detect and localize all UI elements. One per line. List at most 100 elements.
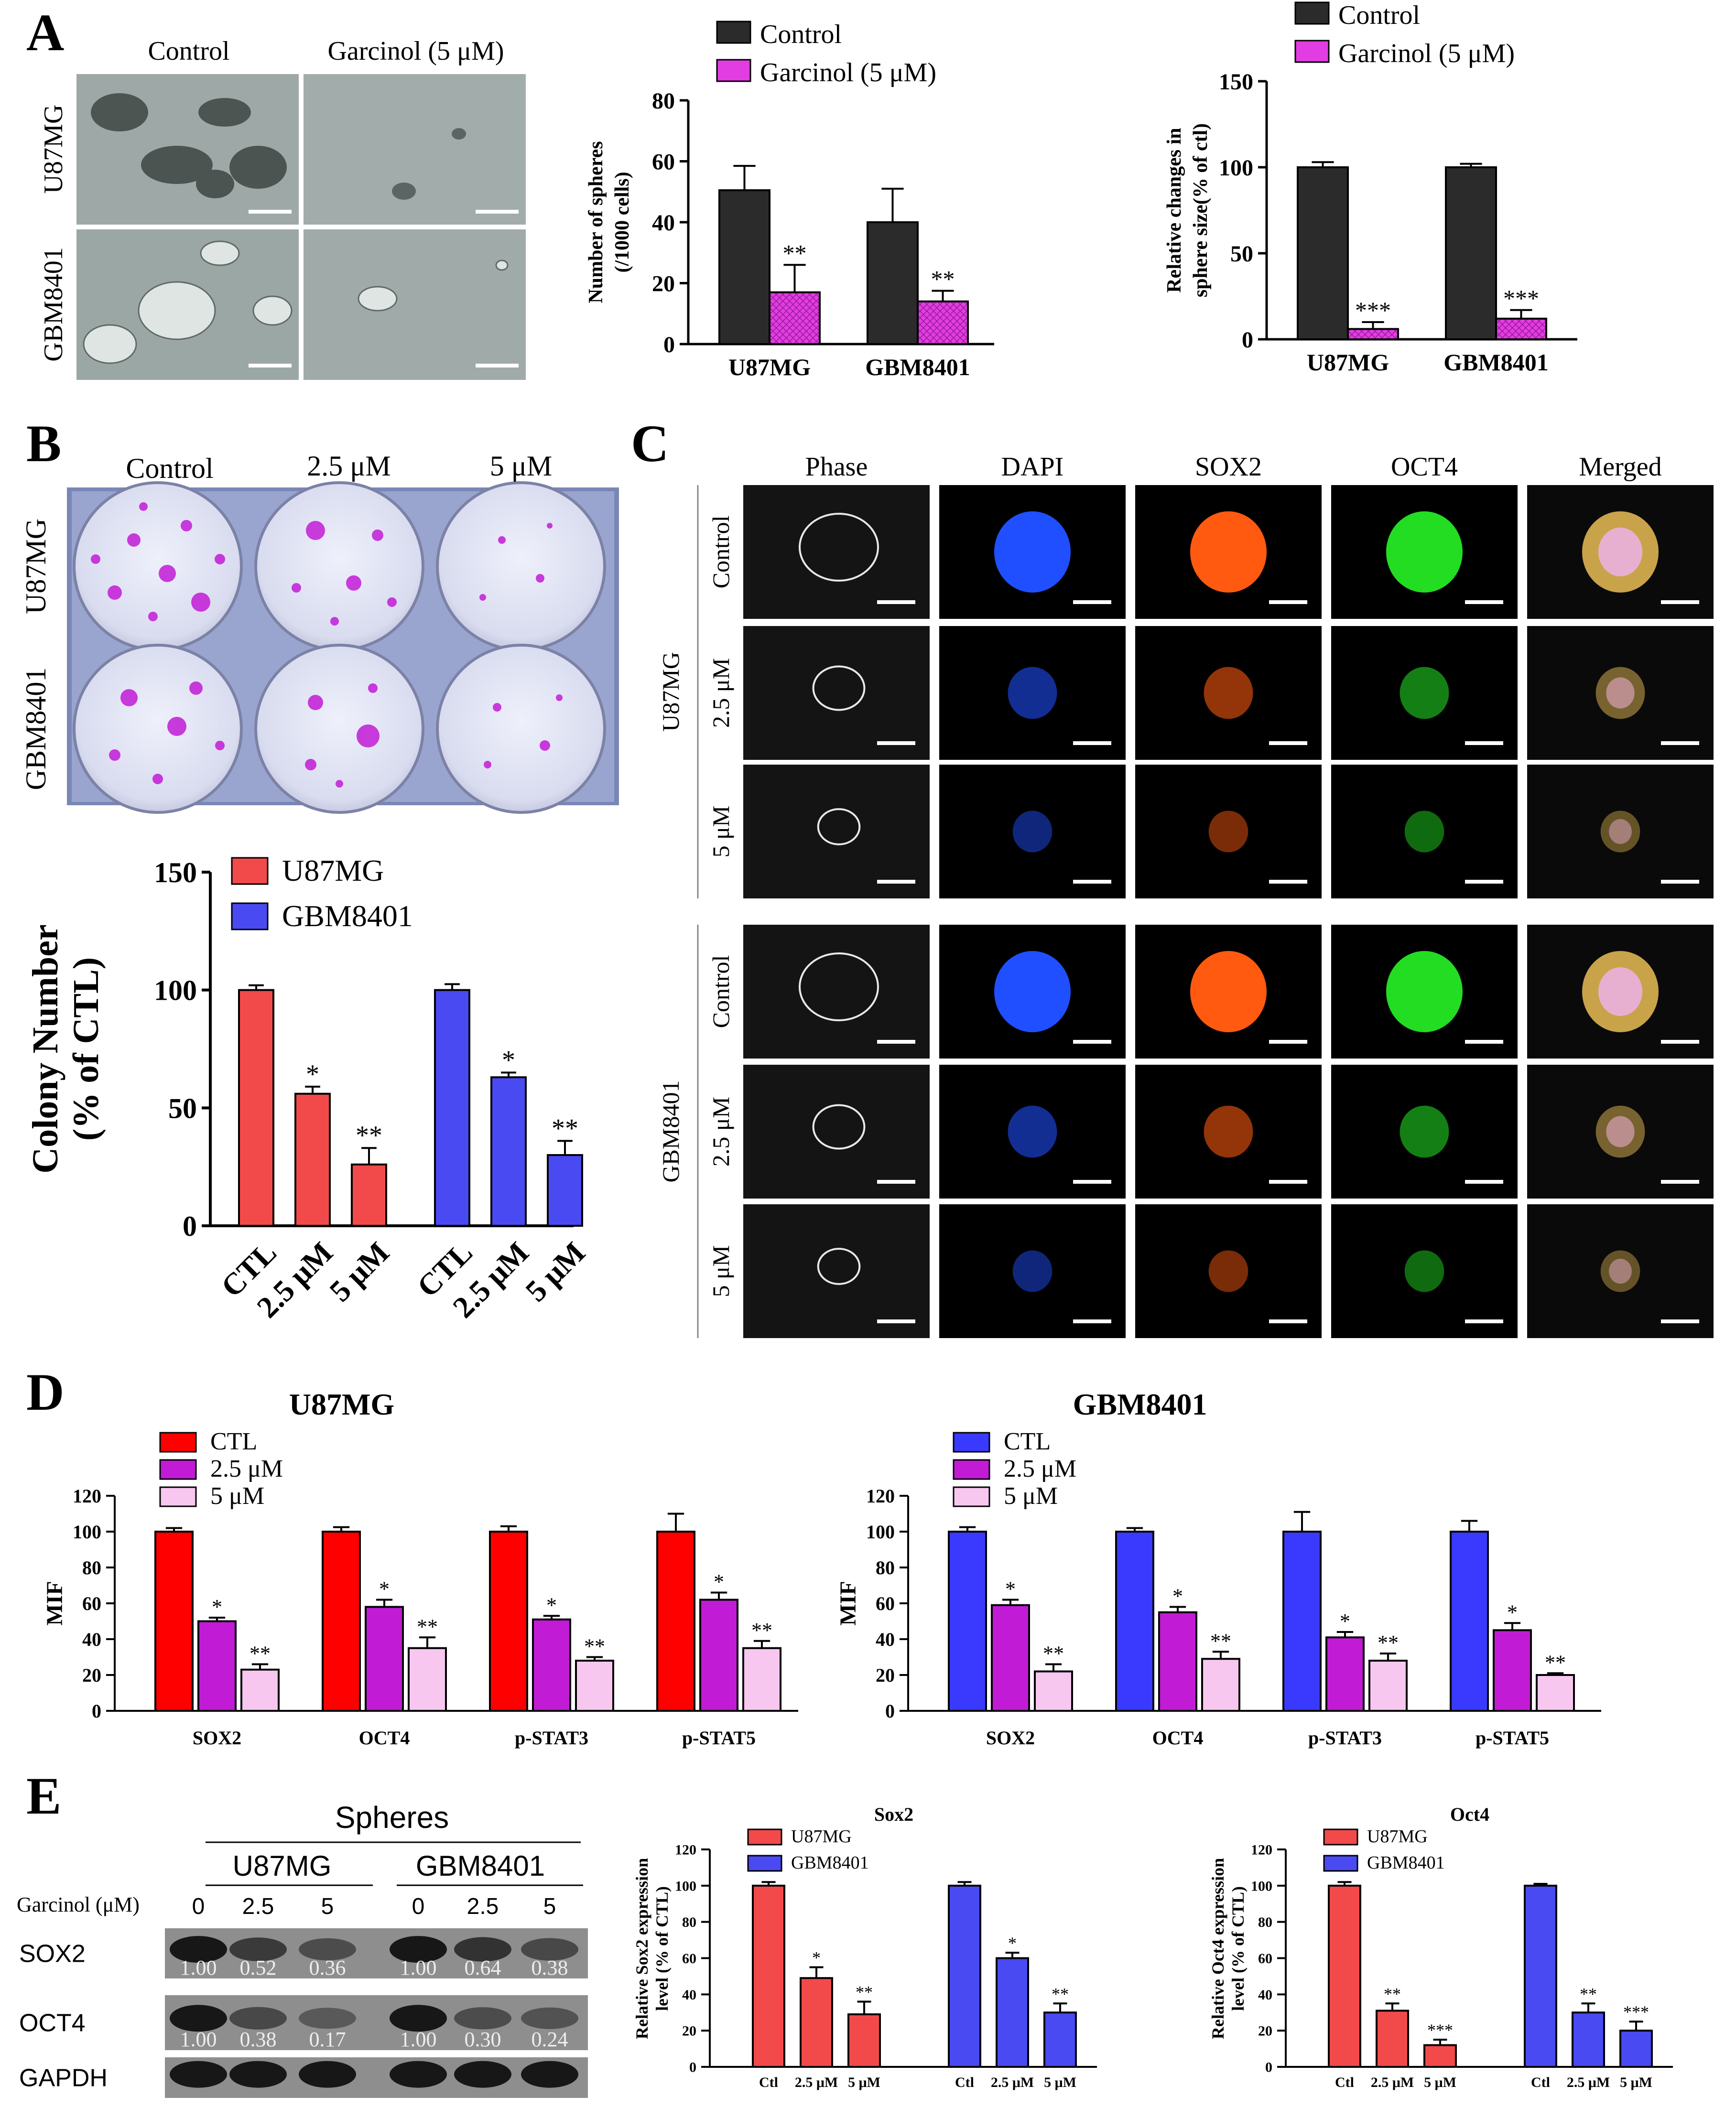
- cell-cluster: [1609, 819, 1632, 844]
- significance-label: *: [212, 1595, 222, 1619]
- bar: [948, 1884, 981, 2068]
- dose-label: 2.5: [242, 1894, 274, 1919]
- bar: [1572, 2011, 1605, 2068]
- densitometry-value: 0.17: [309, 2028, 346, 2051]
- chart-A2: 0 50 100 150 *** U87MG *** GBM8401 Relative chan…: [1163, 0, 1577, 376]
- legend-label: 2.5 μM: [1004, 1455, 1076, 1482]
- significance-label: ***: [1623, 2002, 1649, 2021]
- bar: [752, 1884, 785, 2068]
- y-axis-label: Colony Number: [25, 924, 65, 1173]
- if-row-label: Control: [707, 955, 734, 1028]
- band-label: OCT4: [19, 2010, 86, 2037]
- y-tick-label: 0: [689, 2060, 696, 2075]
- legend-swatch: [716, 21, 751, 44]
- y-tick-label: 0: [92, 1700, 101, 1722]
- x-tick-label: OCT4: [359, 1727, 410, 1749]
- if-image-tile: [1135, 765, 1322, 898]
- bar: [1043, 2011, 1077, 2068]
- legend-swatch: [953, 1459, 990, 1480]
- significance-label: **: [356, 1121, 382, 1150]
- y-tick-label: 50: [168, 1092, 197, 1124]
- y-axis-label: level (% of CTL): [652, 1886, 672, 2011]
- y-axis-label: (% of CTL): [66, 957, 106, 1141]
- bar: [1493, 1629, 1532, 1712]
- panel-letter-b: B: [26, 414, 61, 473]
- band: [299, 2061, 356, 2088]
- cell-cluster: [1012, 1250, 1052, 1292]
- y-tick-label: 50: [1230, 241, 1253, 267]
- chart-D2: 020406080100120***SOX2***OCT4***p-STAT3*…: [835, 1387, 1601, 1749]
- legend-label: CTL: [1004, 1428, 1051, 1455]
- cell-cluster: [1208, 1250, 1248, 1292]
- plate-col-label: 2.5 μM: [307, 450, 391, 482]
- if-column-label: Phase: [805, 452, 868, 482]
- cell-cluster: [1598, 967, 1642, 1016]
- y-tick-label: 60: [1258, 1951, 1272, 1967]
- legend-label: CTL: [210, 1428, 257, 1455]
- significance-label: **: [552, 1113, 578, 1143]
- cell-cluster: [1404, 1250, 1444, 1292]
- cell-cluster: [1609, 1258, 1632, 1284]
- bar: [1328, 1884, 1361, 2068]
- x-tick-label: 2.5 μM: [1371, 2075, 1414, 2090]
- plate-col-label: Control: [126, 453, 213, 484]
- bar: [532, 1618, 571, 1712]
- y-tick-label: 120: [1251, 1842, 1272, 1858]
- bar: [1495, 317, 1547, 340]
- legend-label: Control: [1338, 0, 1420, 30]
- y-tick-label: 60: [876, 1593, 895, 1614]
- significance-label: *: [714, 1570, 724, 1594]
- y-tick-label: 60: [652, 149, 675, 174]
- legend-swatch: [159, 1432, 197, 1453]
- x-tick-label: OCT4: [1152, 1727, 1204, 1749]
- cell-cluster: [1598, 528, 1642, 576]
- y-tick-label: 20: [876, 1664, 895, 1686]
- x-tick-label: 5 μM: [848, 2075, 880, 2090]
- cell-cluster: [1386, 511, 1463, 593]
- bar: [240, 1668, 280, 1712]
- y-tick-label: 80: [682, 1914, 696, 1930]
- band: [521, 2007, 578, 2029]
- cell-cluster: [1008, 1105, 1057, 1158]
- y-tick-label: 40: [652, 210, 675, 236]
- chart-E2: 0 20 40 60 80 100 120 Ctl ** 2.5 μM *** 5 μM Ctl ** 2.…: [1208, 1804, 1673, 2090]
- x-tick-label: GBM8401: [1443, 349, 1548, 376]
- bar: [1325, 1636, 1365, 1712]
- y-tick-label: 40: [682, 1987, 696, 2003]
- if-column-label: SOX2: [1195, 452, 1262, 482]
- band: [521, 2061, 578, 2088]
- blot-cell-label: GBM8401: [416, 1850, 545, 1882]
- y-tick-label: 150: [1219, 69, 1253, 95]
- significance-label: *: [1008, 1934, 1017, 1953]
- significance-label: **: [856, 1983, 873, 2002]
- sphere-micrograph-grid: [76, 74, 526, 380]
- legend-label: U87MG: [791, 1826, 852, 1847]
- band: [299, 1938, 356, 1961]
- dose-label: 0: [192, 1894, 205, 1919]
- band-label: GAPDH: [19, 2064, 108, 2092]
- chart-A1: 0 20 40 60 80 ** U87MG ** GBM8401 Number of spher…: [585, 20, 994, 380]
- y-tick-label: 100: [154, 975, 197, 1006]
- band-label: SOX2: [19, 1940, 86, 1968]
- legend-label: 5 μM: [210, 1482, 264, 1510]
- bar: [656, 1531, 695, 1712]
- densitometry-value: 1.00: [180, 2028, 217, 2051]
- bar: [991, 1604, 1030, 1712]
- legend-label: 2.5 μM: [210, 1455, 283, 1482]
- y-tick-label: 60: [82, 1593, 101, 1614]
- significance-label: **: [1052, 1984, 1069, 2003]
- legend-swatch: [747, 1828, 782, 1846]
- cell-cluster: [1012, 810, 1052, 853]
- bar: [769, 291, 821, 345]
- cell-cluster: [799, 952, 879, 1021]
- bar: [490, 1076, 527, 1227]
- if-image-tile: [1331, 765, 1518, 898]
- dose-label: 2.5: [467, 1894, 499, 1919]
- bar: [1115, 1531, 1154, 1712]
- y-tick-label: 20: [1258, 2023, 1272, 2039]
- bar: [699, 1599, 738, 1712]
- significance-label: *: [1005, 1578, 1016, 1601]
- significance-label: **: [584, 1635, 605, 1658]
- bar: [1445, 166, 1497, 340]
